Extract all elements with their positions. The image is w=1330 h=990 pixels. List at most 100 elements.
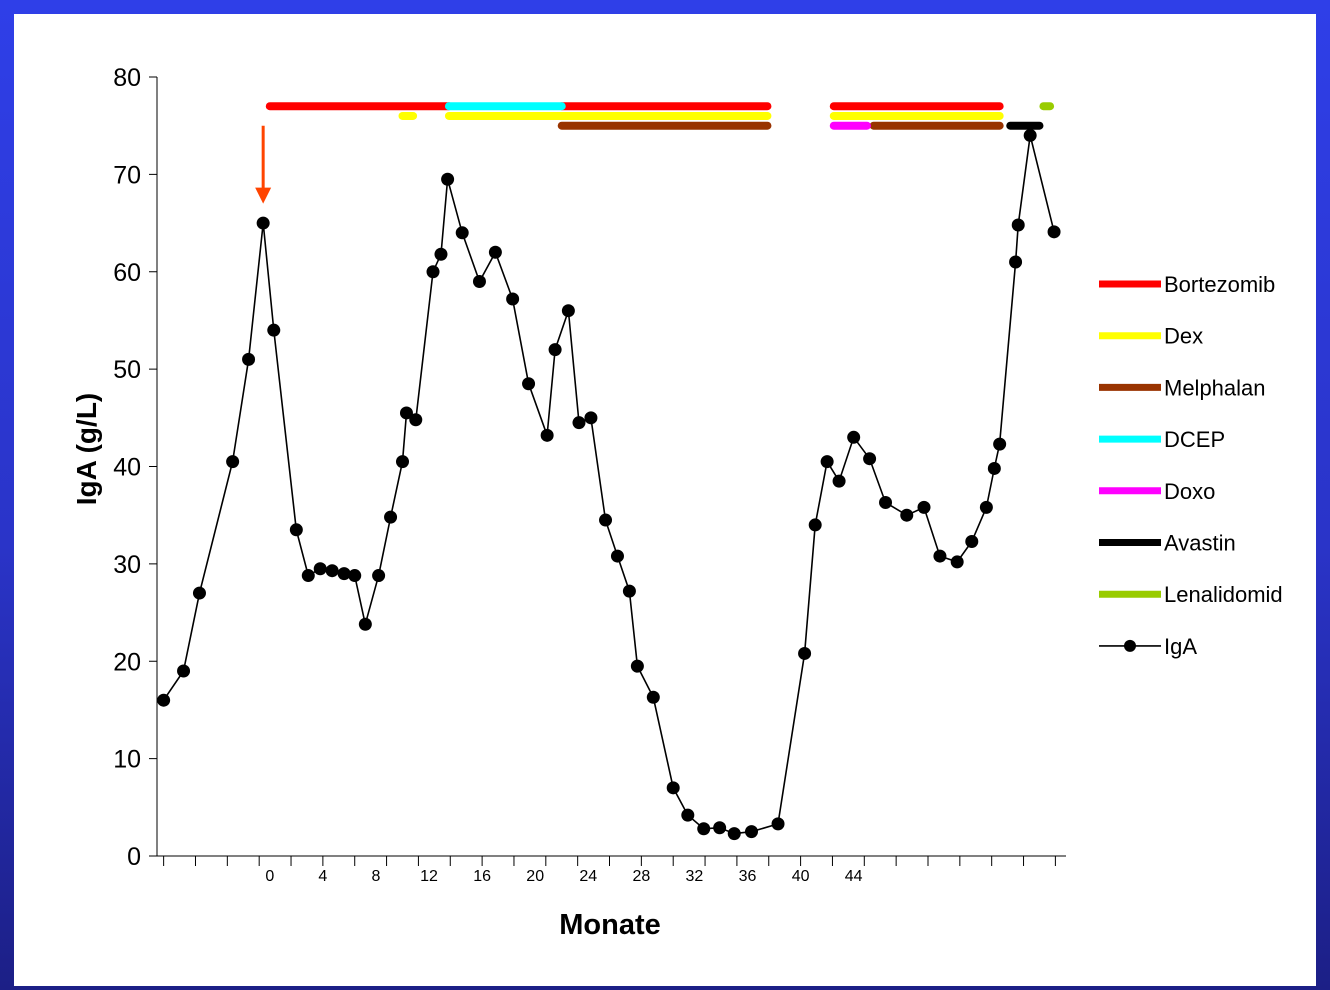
data-point bbox=[820, 455, 834, 469]
data-point bbox=[242, 352, 256, 366]
legend-label: DCEP bbox=[1164, 427, 1225, 452]
x-tick-label: 4 bbox=[318, 868, 327, 885]
y-tick-label: 0 bbox=[127, 843, 141, 871]
data-point bbox=[917, 500, 931, 514]
data-point bbox=[1047, 225, 1061, 239]
data-point bbox=[599, 513, 613, 527]
data-point bbox=[548, 343, 562, 357]
y-tick-label: 30 bbox=[113, 551, 141, 579]
data-point bbox=[630, 659, 644, 673]
data-point bbox=[301, 569, 315, 583]
data-point bbox=[744, 825, 758, 839]
y-tick-label: 50 bbox=[113, 356, 141, 384]
axes: 0 10 20 30 40 50 60 70 80 0 4 8 12 16 20 24 28 32 36 40 44 bbox=[113, 64, 1066, 885]
data-point bbox=[177, 664, 191, 678]
data-point bbox=[399, 406, 413, 420]
data-point bbox=[455, 226, 469, 240]
data-point bbox=[727, 827, 741, 841]
y-tick-label: 20 bbox=[113, 648, 141, 676]
x-tick-label: 40 bbox=[792, 868, 810, 885]
data-point bbox=[267, 323, 281, 337]
data-point bbox=[610, 549, 624, 563]
y-axis-title: IgA (g/L) bbox=[71, 393, 102, 505]
data-point bbox=[289, 523, 303, 537]
data-point bbox=[157, 693, 171, 707]
data-point bbox=[337, 567, 351, 581]
data-point bbox=[1023, 128, 1037, 142]
data-point bbox=[987, 461, 1001, 475]
x-tick-label: 44 bbox=[845, 868, 863, 885]
data-point bbox=[646, 690, 660, 704]
data-point bbox=[561, 304, 575, 318]
legend-label: IgA bbox=[1164, 634, 1197, 659]
iga-line-chart: 0 10 20 30 40 50 60 70 80 0 4 8 12 16 20 24 28 32 36 40 44 B… bbox=[71, 64, 1283, 941]
data-point bbox=[863, 452, 877, 466]
chart-panel: 0 10 20 30 40 50 60 70 80 0 4 8 12 16 20 24 28 32 36 40 44 B… bbox=[14, 14, 1316, 986]
data-point bbox=[965, 534, 979, 548]
data-point bbox=[681, 808, 695, 822]
x-tick-label: 32 bbox=[686, 868, 704, 885]
data-point bbox=[572, 416, 586, 430]
x-tick-label: 16 bbox=[473, 868, 491, 885]
legend-label: Avastin bbox=[1164, 531, 1236, 556]
data-point bbox=[979, 500, 993, 514]
data-point bbox=[506, 292, 520, 306]
data-point bbox=[933, 549, 947, 563]
x-tick-label: 8 bbox=[372, 868, 381, 885]
arrow-head bbox=[255, 187, 272, 204]
data-point bbox=[426, 265, 440, 279]
data-point bbox=[192, 586, 206, 600]
data-point bbox=[395, 455, 409, 469]
x-tick-label: 28 bbox=[632, 868, 650, 885]
legend-label: Lenalidomid bbox=[1164, 582, 1283, 607]
data-point bbox=[348, 569, 362, 583]
legend-swatch-marker bbox=[1124, 639, 1136, 652]
x-axis-title: Monate bbox=[559, 909, 661, 941]
data-point bbox=[666, 781, 680, 795]
data-point bbox=[540, 428, 554, 442]
data-point bbox=[584, 411, 598, 425]
y-tick-label: 40 bbox=[113, 454, 141, 482]
data-point bbox=[879, 496, 893, 510]
data-point bbox=[325, 564, 339, 578]
data-point bbox=[488, 245, 502, 259]
legend-label: Bortezomib bbox=[1164, 272, 1275, 297]
x-tick-label: 0 bbox=[265, 868, 274, 885]
data-point bbox=[313, 562, 327, 576]
legend-label: Dex bbox=[1164, 324, 1203, 349]
series-line-igA bbox=[162, 135, 1055, 835]
y-tick-label: 60 bbox=[113, 259, 141, 287]
data-point bbox=[1011, 218, 1025, 232]
treatment-bars bbox=[265, 102, 1055, 130]
x-tick-label: 24 bbox=[579, 868, 597, 885]
data-point bbox=[441, 172, 455, 186]
data-point bbox=[771, 817, 785, 831]
data-point bbox=[900, 508, 914, 522]
data-point bbox=[713, 821, 727, 835]
y-tick-label: 10 bbox=[113, 746, 141, 774]
x-tick-label: 20 bbox=[526, 868, 544, 885]
data-point bbox=[256, 216, 270, 230]
legend-label: Doxo bbox=[1164, 479, 1215, 504]
data-point bbox=[847, 430, 861, 444]
data-point bbox=[1009, 255, 1023, 269]
data-point bbox=[832, 474, 846, 488]
data-point bbox=[697, 822, 711, 836]
data-point bbox=[798, 646, 812, 660]
data-point bbox=[372, 569, 386, 583]
legend: Bortezomib Dex Melphalan DCEP Doxo Avastin Len… bbox=[1099, 272, 1283, 659]
data-point bbox=[622, 584, 636, 598]
onset-arrow bbox=[255, 125, 272, 204]
data-point bbox=[384, 510, 398, 524]
data-point bbox=[950, 555, 964, 569]
y-tick-label: 80 bbox=[113, 64, 141, 92]
data-point bbox=[522, 377, 536, 391]
data-point bbox=[434, 247, 448, 261]
data-point bbox=[226, 455, 240, 469]
legend-label: Melphalan bbox=[1164, 375, 1266, 400]
data-point bbox=[358, 617, 372, 631]
data-point bbox=[409, 413, 423, 427]
data-point bbox=[808, 518, 822, 532]
x-tick-label: 36 bbox=[739, 868, 757, 885]
x-tick-label: 12 bbox=[420, 868, 438, 885]
